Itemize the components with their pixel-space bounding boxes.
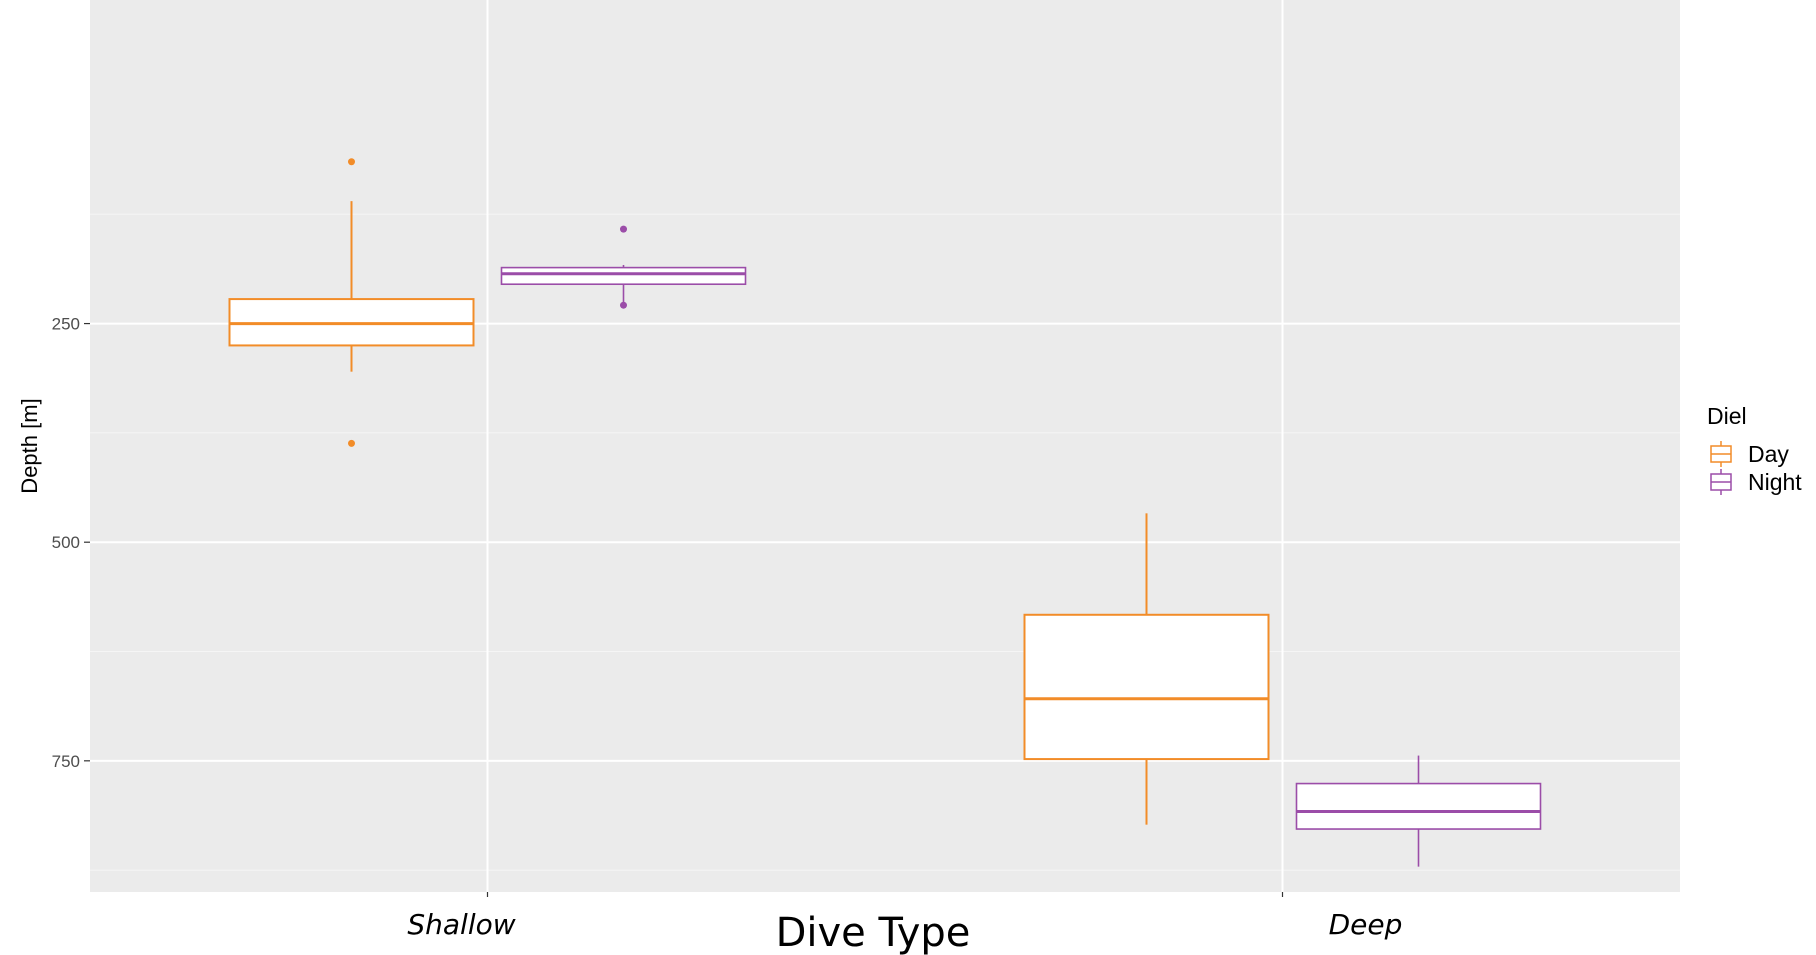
- box-iqr: [1295, 782, 1542, 830]
- outlier-point: [348, 439, 355, 447]
- box-iqr: [500, 266, 747, 286]
- legend-label-night: Night: [1748, 469, 1802, 495]
- plot-panel: [90, 0, 1680, 892]
- y-axis-ticks: 250 500 750: [52, 315, 90, 771]
- outlier-point: [620, 225, 627, 233]
- y-axis-title: Depth [m]: [17, 398, 42, 493]
- box-day-deep: [1023, 513, 1270, 825]
- box-night-shallow: [500, 225, 747, 309]
- legend-key-day: [1710, 441, 1732, 467]
- legend-title: Diel: [1707, 403, 1747, 429]
- box-day-shallow: [228, 158, 475, 447]
- legend-label-day: Day: [1748, 441, 1789, 467]
- x-axis-title: Dive Type: [776, 910, 971, 955]
- x-axis-labels: Shallow Deep: [407, 892, 1402, 941]
- x-tick-label-deep: Deep: [1329, 908, 1403, 941]
- x-tick-label-shallow: Shallow: [407, 908, 515, 941]
- y-tick-label: 750: [52, 752, 80, 771]
- box-iqr: [1023, 613, 1270, 761]
- legend-key-night: [1710, 469, 1732, 495]
- boxes-layer: [228, 158, 1542, 867]
- box-night-deep: [1295, 755, 1542, 867]
- outlier-point: [620, 301, 627, 309]
- y-tick-label: 500: [52, 533, 80, 552]
- minor-gridlines: [90, 213, 1680, 871]
- outlier-point: [348, 158, 355, 166]
- y-tick-label: 250: [52, 315, 80, 334]
